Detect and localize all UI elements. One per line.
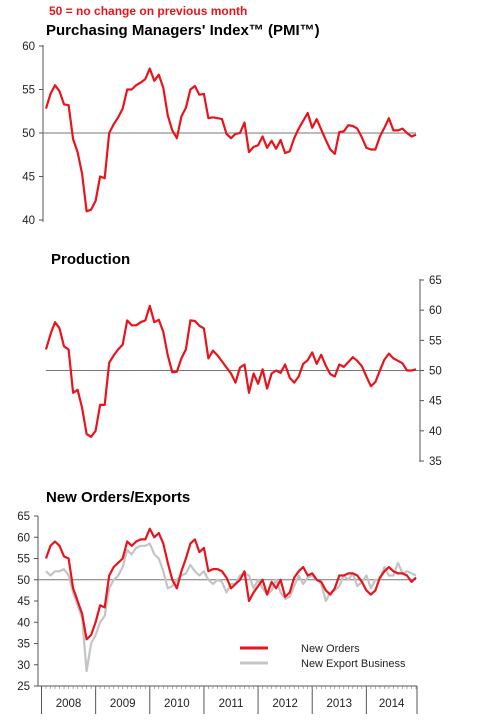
x-tick-label: 2009: [110, 698, 136, 710]
y-tick-label: 50: [17, 575, 30, 587]
y-tick-label: 50: [22, 128, 35, 140]
orders-x-ticks: 2008 2009 2010 2011 2012 2013 2014: [40, 686, 418, 714]
x-tick-label: 2010: [164, 698, 190, 710]
production-series: [44, 304, 417, 438]
y-tick-label: 40: [17, 617, 30, 629]
legend-label-new-export-business: New Export Business: [301, 658, 406, 670]
y-tick-label: 45: [429, 396, 442, 408]
y-tick-label: 40: [22, 215, 35, 227]
pmi-title: Purchasing Managers' Index™ (PMI™): [46, 22, 320, 39]
note-text: 50 = no change on previous month: [49, 4, 247, 18]
series-line-new-orders: [44, 527, 417, 641]
pmi-series: [44, 67, 417, 213]
y-tick-label: 45: [17, 596, 30, 608]
y-tick-label: 55: [429, 335, 442, 347]
y-tick-label: 30: [17, 660, 30, 672]
y-tick-label: 60: [429, 305, 442, 317]
y-tick-label: 55: [17, 554, 30, 566]
pmi-y-ticks: 40 45 50 55 60: [22, 41, 43, 227]
y-tick-label: 45: [22, 172, 35, 184]
y-tick-label: 60: [22, 41, 35, 53]
y-tick-label: 55: [22, 85, 35, 97]
y-tick-label: 35: [17, 639, 30, 651]
production-title: Production: [51, 251, 130, 268]
orders-title: New Orders/Exports: [46, 489, 190, 506]
y-tick-label: 60: [17, 532, 30, 544]
y-tick-label: 40: [429, 426, 442, 438]
y-tick-label: 65: [17, 511, 30, 523]
y-tick-label: 65: [429, 275, 442, 287]
series-line-main: [44, 304, 417, 438]
x-tick-label: 2014: [379, 698, 405, 710]
y-tick-label: 25: [17, 681, 30, 693]
orders-y-ticks: 25 30 35 40 45 50 55 60 65: [17, 511, 38, 693]
pmi-panel: Purchasing Managers' Index™ (PMI™) 40 45 5…: [22, 22, 417, 227]
legend-label-new-orders: New Orders: [301, 643, 360, 655]
series-line-new-export-business: [45, 542, 417, 673]
y-tick-label: 50: [429, 366, 442, 378]
orders-series: [44, 527, 417, 673]
x-tick-label: 2013: [326, 698, 352, 710]
x-tick-label: 2012: [272, 698, 298, 710]
y-tick-label: 35: [429, 456, 442, 468]
legend: New Orders New Export Business: [240, 643, 406, 670]
production-y-ticks: 35 40 45 50 55 60 65: [420, 275, 442, 468]
series-line-main: [44, 67, 417, 213]
orders-panel: New Orders/Exports 25 30 35 40 45 50 55 60 65 20…: [17, 489, 418, 714]
x-tick-label: 2011: [219, 698, 244, 710]
production-panel: Production 35 40 45 50 55 60 65: [44, 251, 442, 468]
x-tick-label: 2008: [56, 698, 82, 710]
